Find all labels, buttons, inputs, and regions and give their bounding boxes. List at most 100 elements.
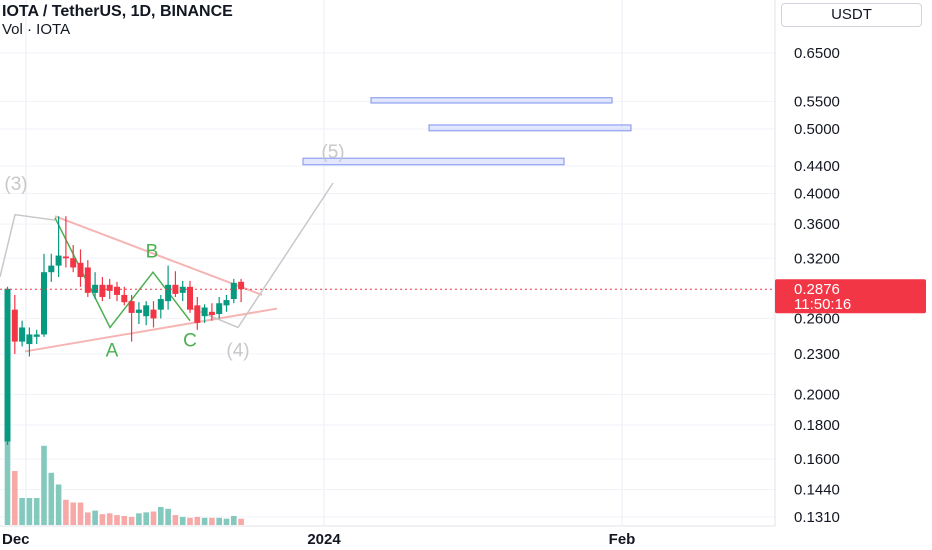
- candle-body: [187, 286, 193, 310]
- volume-bar: [85, 512, 91, 525]
- candle-body: [135, 309, 142, 313]
- wave-label-4: (4): [226, 340, 249, 361]
- candle-body: [165, 284, 172, 302]
- volume-bar: [194, 516, 201, 525]
- candle-body: [55, 255, 62, 266]
- volume-bar: [238, 518, 244, 525]
- y-tick-label: 0.1600: [794, 451, 840, 468]
- volume-bar: [77, 502, 84, 525]
- wave-label-c: C: [183, 330, 197, 351]
- candle-body: [208, 311, 215, 316]
- target-level-box: [370, 97, 613, 104]
- y-tick-label: 0.2000: [794, 386, 840, 403]
- candle-body: [106, 284, 113, 291]
- volume-bar: [92, 510, 98, 525]
- candle-body: [26, 334, 33, 345]
- volume-bar: [26, 498, 33, 525]
- volume-bar: [114, 515, 120, 525]
- volume-bar: [106, 513, 113, 525]
- candle-body: [216, 303, 223, 315]
- volume-bar: [70, 502, 76, 525]
- target-level-box: [428, 124, 632, 132]
- wave-label-a: A: [106, 340, 119, 361]
- candle-body: [41, 272, 47, 335]
- last-price-value: 0.2876: [794, 281, 840, 298]
- last-price-label-bg: [775, 279, 926, 314]
- volume-bar: [121, 516, 128, 525]
- volume-bar: [48, 472, 55, 525]
- y-tick-label: 0.3200: [794, 250, 840, 267]
- wave-label-5: (5): [321, 142, 344, 163]
- x-tick-label: 2024: [307, 531, 341, 548]
- volume-bar: [216, 517, 222, 525]
- volume-bar: [150, 511, 157, 525]
- y-tick-label: 0.3600: [794, 216, 840, 233]
- candle-body: [62, 256, 69, 259]
- last-price-countdown: 11:50:16: [794, 296, 851, 313]
- currency-select-button[interactable]: USDT: [781, 3, 922, 27]
- y-tick-label: 0.2300: [794, 346, 840, 363]
- volume-bar: [63, 499, 69, 525]
- candle-body: [77, 262, 84, 277]
- candle-body: [99, 284, 106, 297]
- volume-bar: [128, 516, 135, 525]
- volume-bar: [33, 498, 40, 525]
- candle-body: [19, 327, 26, 342]
- candle-body: [84, 267, 91, 293]
- volume-bar: [12, 471, 18, 525]
- wave-label-b: B: [146, 241, 159, 262]
- candle-body: [150, 309, 157, 319]
- y-tick-label: 0.1440: [794, 482, 840, 499]
- triangle-upper-trendline: [54, 215, 263, 296]
- volume-bar: [201, 517, 208, 525]
- y-tick-label: 0.5500: [794, 93, 840, 110]
- candle-body: [114, 286, 120, 295]
- volume-bar: [209, 517, 215, 525]
- wave-label-3: (3): [4, 174, 27, 195]
- candle-body: [11, 309, 18, 342]
- candle-body: [4, 288, 11, 442]
- candle-body: [179, 286, 186, 293]
- y-tick-label: 0.5000: [794, 121, 840, 138]
- volume-bar: [99, 514, 106, 525]
- candle-body: [194, 305, 201, 323]
- triangle-lower-trendline: [24, 307, 278, 353]
- candle-body: [121, 294, 128, 303]
- y-tick-label: 0.4000: [794, 186, 840, 203]
- candle-body: [33, 334, 40, 337]
- volume-bar: [165, 508, 171, 525]
- candle-body: [128, 301, 135, 313]
- volume-bar: [41, 445, 47, 525]
- candle-body: [230, 282, 237, 300]
- y-tick-label: 0.1800: [794, 417, 840, 434]
- candle-body: [157, 299, 164, 310]
- x-tick-label: Feb: [609, 531, 636, 548]
- candle-body: [201, 307, 208, 317]
- candle-body: [223, 300, 230, 306]
- candle-body: [238, 281, 245, 290]
- volume-legend: Vol · IOTA: [2, 21, 71, 38]
- candle-body: [70, 258, 77, 268]
- chart-title: IOTA / TetherUS, 1D, BINANCE: [2, 3, 233, 20]
- volume-bar: [187, 517, 193, 525]
- volume-bar: [158, 507, 164, 525]
- elliott-wave-line-3: [0, 213, 56, 278]
- volume-bar: [172, 515, 179, 525]
- volume-bar: [231, 516, 237, 525]
- volume-bar: [179, 516, 186, 525]
- volume-bar: [4, 435, 11, 525]
- candle-body: [48, 265, 55, 273]
- volume-bar: [223, 518, 230, 525]
- y-tick-label: 0.4400: [794, 158, 840, 175]
- abc-correction-line: [54, 217, 191, 329]
- volume-bar: [19, 498, 25, 525]
- y-tick-label: 0.6500: [794, 45, 840, 62]
- target-level-box: [302, 157, 565, 166]
- candle-body: [143, 305, 150, 317]
- x-tick-label: Dec: [2, 531, 30, 548]
- y-tick-label: 0.2600: [794, 310, 840, 327]
- volume-bar: [143, 512, 149, 525]
- volume-bar: [55, 484, 62, 525]
- y-tick-label: 0.1310: [794, 509, 840, 526]
